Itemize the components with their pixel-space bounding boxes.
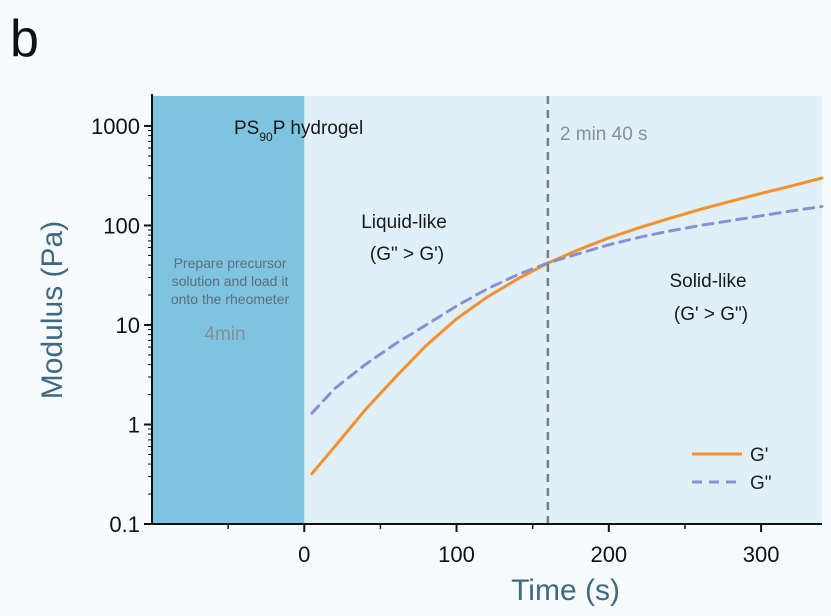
hydrogel-rest: P hydrogel bbox=[273, 118, 364, 139]
liquid-like-label: Liquid-like bbox=[361, 212, 447, 233]
series-g-prime-line bbox=[310, 176, 824, 476]
x-axis-title: Time (s) bbox=[511, 574, 620, 607]
series-g-double-prime-line bbox=[310, 205, 824, 415]
gel-point-label: 2 min 40 s bbox=[560, 124, 648, 145]
hydrogel-subscript: 90 bbox=[259, 130, 273, 144]
liquid-like-condition: (G" > G') bbox=[370, 244, 444, 265]
solid-like-condition: (G' > G") bbox=[674, 304, 748, 325]
x-tick-label: 100 bbox=[438, 542, 475, 567]
x-tick-label: 300 bbox=[743, 542, 780, 567]
x-tick-label: 200 bbox=[590, 542, 627, 567]
solid-like-label: Solid-like bbox=[669, 271, 746, 292]
y-tick-label: 10 bbox=[116, 313, 140, 338]
prep-text-line1: Prepare precursor bbox=[174, 255, 287, 271]
prep-time-label: 4min bbox=[204, 324, 245, 345]
hydrogel-main: PS bbox=[234, 118, 259, 139]
panel-letter: b bbox=[10, 10, 39, 68]
prep-text-line3: onto the rheometer bbox=[171, 291, 290, 307]
y-tick-label: 1 bbox=[128, 412, 140, 437]
y-tick-label: 1000 bbox=[91, 114, 140, 139]
y-tick-label: 100 bbox=[103, 213, 140, 238]
legend-label-g-prime: G' bbox=[750, 445, 768, 466]
ticks: 0 100 200 300 0.1 1 10 100 1000 bbox=[91, 114, 779, 567]
hydrogel-label: PS90P hydrogel bbox=[234, 118, 363, 144]
legend: G' G" bbox=[692, 445, 772, 494]
prep-text-line2: solution and load it bbox=[172, 273, 289, 289]
y-tick-label: 0.1 bbox=[109, 512, 140, 537]
y-axis-title: Modulus (Pa) bbox=[36, 221, 69, 399]
series-layer bbox=[310, 176, 824, 476]
x-tick-label: 0 bbox=[298, 542, 310, 567]
legend-label-g-double-prime: G" bbox=[750, 473, 772, 494]
preparation-region bbox=[152, 96, 305, 524]
